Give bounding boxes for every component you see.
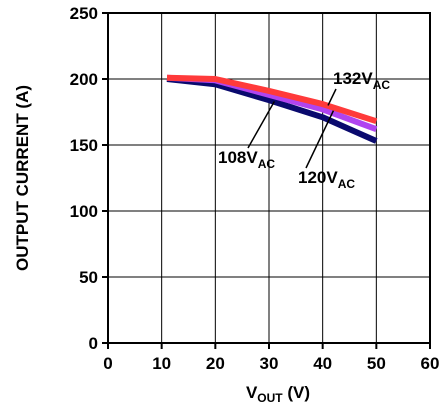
grid bbox=[108, 13, 430, 343]
y-tick-label: 250 bbox=[70, 4, 98, 23]
series-line-108vac bbox=[166, 76, 378, 144]
x-tick-label: 60 bbox=[421, 354, 440, 373]
series-line-132vac bbox=[166, 74, 378, 125]
label-leader-120vac bbox=[305, 110, 335, 169]
x-tick-label: 0 bbox=[103, 354, 112, 373]
series-label-108vac: 108VAC bbox=[218, 148, 275, 171]
x-tick-label: 30 bbox=[260, 354, 279, 373]
label-leader-132vac bbox=[327, 88, 337, 106]
x-tick-label: 20 bbox=[206, 354, 225, 373]
x-axis-title: VOUT (V) bbox=[246, 383, 310, 405]
y-tick-label: 0 bbox=[89, 334, 98, 353]
series-label-120vac: 120VAC bbox=[298, 168, 355, 191]
y-tick-label: 50 bbox=[79, 268, 98, 287]
series-lines bbox=[166, 74, 378, 144]
x-tick-label: 50 bbox=[367, 354, 386, 373]
y-tick-label: 150 bbox=[70, 136, 98, 155]
ticks: 0 10 20 30 40 50 60 0 50 100 150 200 250 bbox=[70, 4, 440, 373]
y-tick-label: 100 bbox=[70, 202, 98, 221]
x-tick-label: 10 bbox=[152, 354, 171, 373]
y-axis-title: OUTPUT CURRENT (A) bbox=[13, 85, 32, 271]
series-label-132vac: 132VAC bbox=[333, 69, 390, 92]
label-leader-108vac bbox=[247, 101, 276, 149]
y-tick-label: 200 bbox=[70, 70, 98, 89]
x-tick-label: 40 bbox=[313, 354, 332, 373]
